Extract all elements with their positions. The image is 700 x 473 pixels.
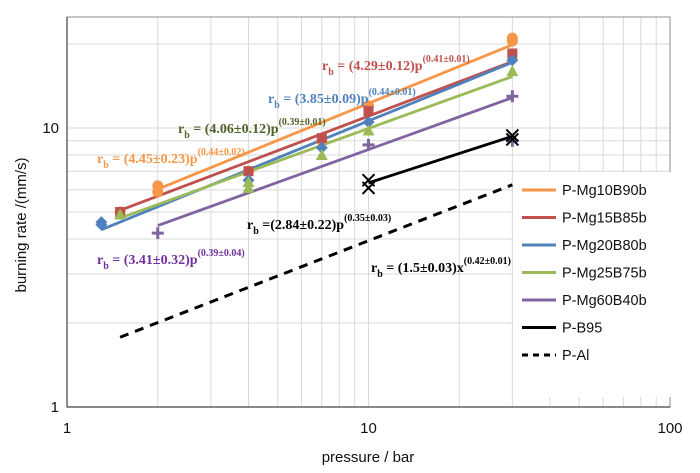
- legend-label: P-B95: [562, 321, 602, 337]
- legend-label: P-Mg15B85b: [562, 211, 647, 227]
- marker-p-b95: [505, 132, 520, 147]
- fit-line-p-mg20b80b: [100, 61, 513, 231]
- fit-equations: rb = (4.29±0.12)p(0.41±0.01) rb = (3.85±0…: [97, 54, 511, 280]
- legend-box: [513, 172, 689, 397]
- legend-label: P-Al: [562, 348, 589, 364]
- marker-p-mg15b85b: [243, 166, 254, 177]
- marker-p-mg15b85b: [316, 133, 327, 144]
- fit-equation-p-mg20b80b: rb = (3.85±0.09)p(0.44±0.01): [268, 87, 416, 111]
- marker-p-mg25b75b: [362, 124, 375, 136]
- marker-p-mg20b80b: [362, 116, 375, 129]
- marker-p-mg25b75b: [242, 181, 255, 193]
- marker-p-mg10b90b: [506, 35, 518, 47]
- marker-p-mg60b40b: [151, 227, 164, 240]
- legend-label: P-Mg20B80b: [562, 238, 647, 254]
- fit-equation-p-al: rb = (1.5±0.03)x(0.42±0.01): [371, 256, 511, 280]
- y-tick-label: 1: [51, 399, 59, 416]
- fit-line-p-mg10b90b: [157, 43, 513, 191]
- y-axis-label: burning rate /(mm/s): [13, 157, 30, 292]
- x-tick-label: 1: [63, 420, 71, 437]
- fit-equation-p-mg60b40b: rb = (3.41±0.32)p(0.39±0.04): [97, 248, 245, 272]
- fit-line-p-mg15b85b: [119, 60, 513, 212]
- fit-equation-p-mg10b90b: rb = (4.45±0.23)p(0.44±0.02): [97, 147, 245, 171]
- tick-labels: 1 10 100 1 10: [42, 120, 682, 437]
- marker-p-b95: [505, 128, 520, 143]
- legend-label: P-Mg25B75b: [562, 266, 647, 282]
- fit-line-p-mg60b40b: [157, 96, 513, 227]
- marker-p-mg20b80b: [506, 54, 519, 67]
- marker-p-b95: [361, 181, 376, 195]
- y-tick-label: 10: [42, 120, 59, 137]
- marker-p-mg15b85b: [507, 48, 518, 59]
- fit-equation-p-b95: rb =(2.84±0.22)p(0.35±0.03): [247, 213, 391, 237]
- marker-p-mg60b40b: [506, 90, 519, 103]
- marker-p-mg25b75b: [242, 176, 255, 188]
- fit-line-p-al: [119, 183, 513, 339]
- marker-p-mg25b75b: [114, 208, 127, 220]
- marker-p-mg25b75b: [506, 65, 519, 77]
- marker-p-mg20b80b: [95, 218, 108, 231]
- marker-p-mg20b80b: [315, 141, 328, 154]
- legend-label: P-Mg60B40b: [562, 293, 647, 309]
- fit-equation-p-mg25b75b: rb = (4.06±0.12)p(0.39±0.01): [178, 117, 326, 141]
- legend: P-Mg10B90b P-Mg15B85b P-Mg20B80b P-Mg25B75b…: [513, 172, 689, 397]
- x-tick-label: 10: [360, 420, 377, 437]
- x-tick-label: 100: [657, 420, 682, 437]
- fit-line-p-b95: [368, 134, 513, 185]
- marker-p-mg25b75b: [315, 149, 328, 161]
- marker-p-mg15b85b: [363, 106, 374, 117]
- data-markers: [95, 32, 520, 240]
- marker-p-mg10b90b: [152, 186, 164, 198]
- fit-equation-p-mg15b85b: rb = (4.29±0.12)p(0.41±0.01): [322, 54, 470, 78]
- marker-p-mg60b40b: [362, 138, 375, 151]
- x-axis-label: pressure / bar: [322, 449, 415, 466]
- legend-label: P-Mg10B90b: [562, 183, 647, 199]
